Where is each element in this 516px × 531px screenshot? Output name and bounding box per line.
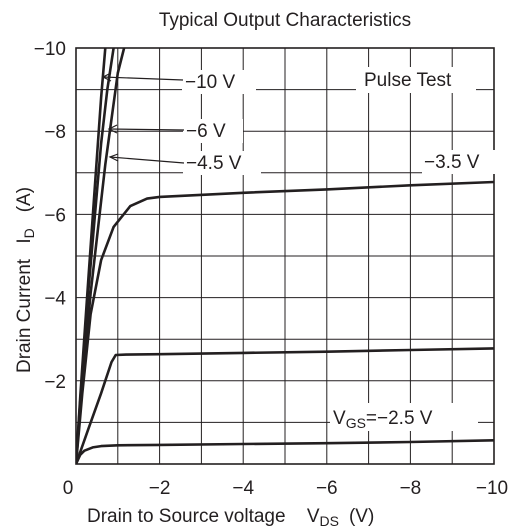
y-axis-label-main: Drain Current (14, 258, 35, 373)
y-tick-label: −2 (44, 372, 66, 393)
x-tick-label: −10 (476, 478, 508, 499)
series-line-5 (76, 438, 494, 464)
label-m45-bg (183, 151, 261, 175)
grid (76, 48, 494, 464)
x-axis-label: Drain to Source voltage VDS (V) (87, 506, 374, 529)
label-m6-bg (183, 119, 243, 143)
label-vgs-value: =−2.5 V (366, 408, 433, 429)
label-m45: −4.5 V (186, 153, 242, 174)
arrow-m6 (107, 124, 118, 134)
pulse-test-label: Pulse Test (364, 70, 452, 91)
y-tick-label: −6 (44, 205, 66, 226)
x-axis-label-sub: DS (320, 513, 339, 529)
x-tick-label: −2 (149, 478, 171, 499)
x-tick-label: −4 (232, 478, 254, 499)
label-m6: −6 V (186, 121, 226, 142)
x-tick-label: −8 (400, 478, 422, 499)
series-line-3 (76, 180, 494, 464)
label-m35-bg (422, 150, 496, 174)
leader-m10 (102, 76, 184, 81)
x-tick-label: 0 (63, 478, 74, 499)
y-axis-label-sub: D (21, 228, 37, 238)
series-line-4 (76, 347, 494, 464)
x-axis-label-unit: (V) (349, 506, 374, 527)
chart-title: Typical Output Characteristics (159, 10, 411, 31)
series-curves (76, 48, 494, 464)
arrow-m45 (108, 153, 119, 162)
pulse-test-bg (356, 67, 476, 93)
label-vgs: VGS=−2.5 V (333, 408, 433, 431)
y-axis-label-unit: (A) (14, 187, 35, 212)
plot-frame (75, 47, 495, 465)
label-vgs-bg (330, 403, 478, 431)
label-m35: −3.5 V (424, 152, 480, 173)
y-tick-label: −10 (34, 39, 66, 60)
label-m10: −10 V (185, 72, 236, 93)
leader-m45 (109, 156, 185, 164)
y-axis-label: Drain Current ID (A) (14, 187, 37, 373)
y-tick-labels: −2 −4 −6 −8 −10 (34, 39, 67, 393)
arrow-m10 (101, 72, 112, 82)
leader-m6 (108, 128, 185, 131)
label-vgs-var: V (333, 408, 346, 429)
x-axis-label-var: V (307, 506, 320, 527)
y-tick-label: −8 (44, 122, 66, 143)
label-m10-bg (182, 70, 256, 94)
y-axis-label-var: I (14, 238, 35, 243)
label-vgs-sub: GS (346, 415, 366, 431)
x-tick-labels: 0 −2 −4 −6 −8 −10 (63, 478, 508, 499)
leader-lines (101, 72, 185, 164)
x-tick-label: −6 (316, 478, 338, 499)
y-tick-label: −4 (44, 289, 66, 310)
x-axis-label-main: Drain to Source voltage (87, 506, 286, 527)
